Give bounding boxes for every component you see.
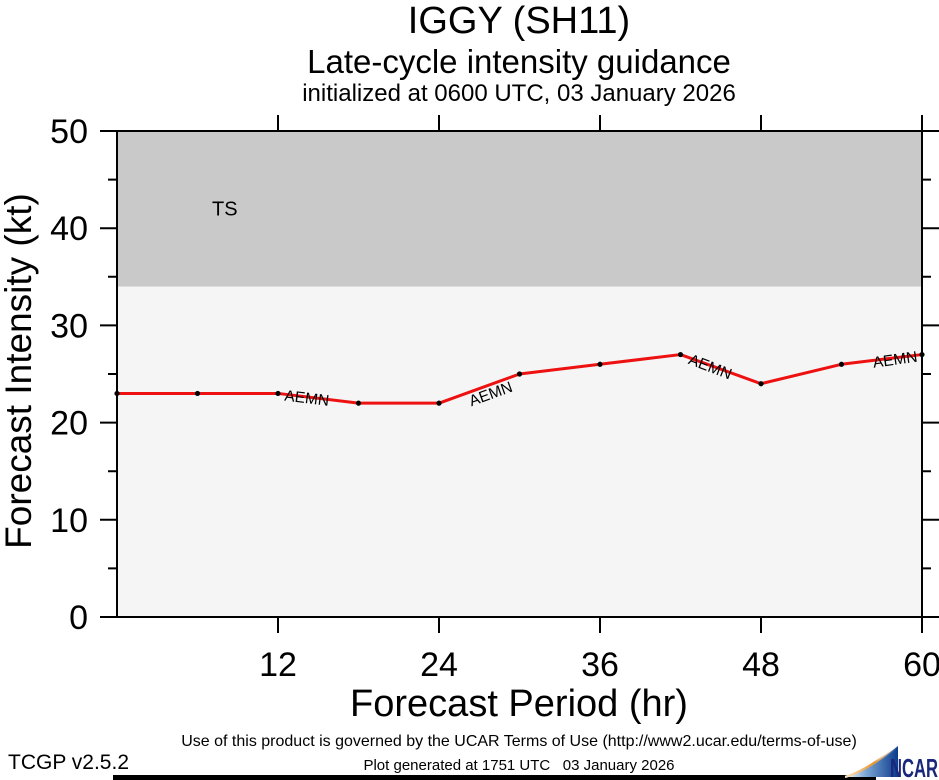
x-tick-label: 36 xyxy=(581,646,619,684)
ncar-swoosh-edge-icon xyxy=(845,745,899,779)
terms-of-use-text: Use of this product is governed by the U… xyxy=(181,733,857,750)
y-tick-label: 0 xyxy=(69,599,88,637)
data-point-marker xyxy=(516,371,523,377)
data-point-marker xyxy=(919,351,925,358)
plot-frame xyxy=(116,130,923,618)
data-point-marker xyxy=(758,381,764,387)
ncar-logo-text: NCAR xyxy=(890,753,938,780)
x-tick-label: 60 xyxy=(903,646,939,684)
ncar-logo: NCAR xyxy=(845,745,938,780)
data-point-marker xyxy=(194,390,201,397)
data-point-marker xyxy=(275,390,281,397)
y-tick-label: 30 xyxy=(50,307,88,345)
x-tick-label: 12 xyxy=(259,646,297,684)
page-title: IGGY (SH11) xyxy=(407,0,631,42)
x-tick-label: 24 xyxy=(420,646,458,684)
data-point-marker xyxy=(436,400,442,406)
data-point-marker xyxy=(597,361,603,367)
chart-subtitle: Late-cycle intensity guidance xyxy=(307,43,731,80)
zone-TS xyxy=(117,131,922,287)
init-time-label: initialized at 0600 UTC, 03 January 2026 xyxy=(302,80,736,107)
data-point-marker xyxy=(114,390,120,397)
model-name-label: AEMN xyxy=(872,349,919,372)
y-tick-label: 10 xyxy=(50,502,88,540)
ncar-swoosh-icon xyxy=(845,746,898,777)
app-version-label: TCGP v2.5.2 xyxy=(8,751,129,774)
data-point-marker xyxy=(355,400,362,406)
data-point-marker xyxy=(677,351,684,358)
x-tick-label: 48 xyxy=(742,646,780,684)
y-tick-label: 20 xyxy=(50,405,88,443)
axis-ticks xyxy=(100,115,939,633)
generated-timestamp: Plot generated at 1751 UTC 03 January 20… xyxy=(363,757,675,774)
data-point-marker xyxy=(838,361,845,367)
x-axis-title: Forecast Period (hr) xyxy=(350,683,688,725)
zone-label-TS: TS xyxy=(212,199,238,221)
bottom-divider xyxy=(113,775,876,780)
model-name-label: AEMN xyxy=(284,388,331,410)
y-tick-label: 40 xyxy=(50,210,88,248)
y-tick-label: 50 xyxy=(50,113,88,151)
